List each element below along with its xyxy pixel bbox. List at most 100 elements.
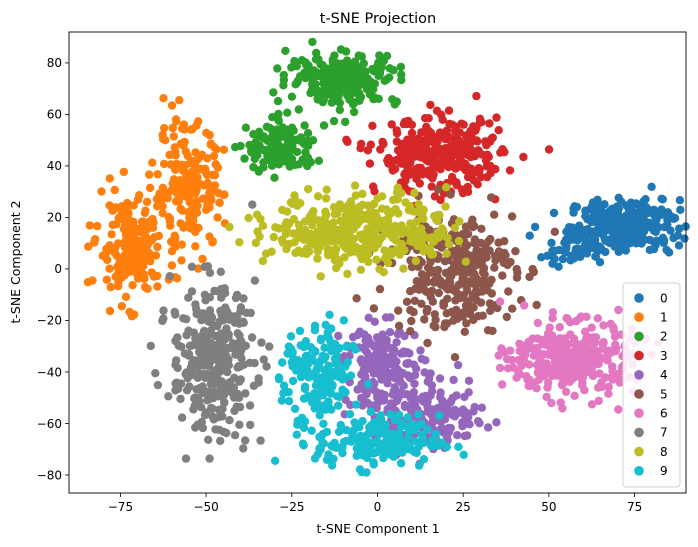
data-point	[355, 92, 364, 101]
data-point	[110, 203, 120, 213]
data-point	[212, 347, 222, 357]
data-point	[368, 121, 377, 130]
data-point	[256, 436, 265, 445]
data-point	[423, 277, 432, 287]
data-point	[200, 373, 210, 382]
data-point	[393, 183, 403, 192]
legend-marker	[634, 370, 644, 380]
data-point	[110, 185, 120, 195]
data-point	[93, 221, 102, 231]
data-point	[477, 118, 486, 127]
data-point	[362, 252, 371, 261]
data-point	[590, 234, 600, 244]
data-point	[298, 439, 308, 448]
data-point	[122, 201, 131, 210]
data-point	[195, 342, 204, 352]
data-point	[194, 153, 204, 163]
data-point	[609, 326, 618, 335]
data-point	[311, 347, 320, 356]
data-point	[581, 327, 590, 336]
data-point	[342, 425, 351, 435]
data-point	[294, 246, 303, 255]
data-point	[215, 198, 224, 207]
data-point	[539, 372, 549, 381]
data-point	[248, 200, 257, 209]
data-point	[652, 215, 661, 225]
data-point	[382, 51, 392, 61]
data-point	[605, 235, 615, 244]
data-point	[176, 204, 185, 213]
data-point	[230, 431, 240, 440]
data-point	[356, 265, 366, 274]
data-point	[286, 154, 295, 163]
data-point	[235, 238, 244, 247]
data-point	[202, 396, 212, 405]
data-point	[543, 251, 552, 260]
data-point	[251, 238, 261, 248]
data-point	[308, 221, 317, 230]
data-point	[198, 194, 208, 203]
data-point	[446, 423, 455, 433]
data-point	[373, 194, 382, 203]
data-point	[290, 191, 299, 200]
data-point	[461, 243, 470, 252]
data-point	[119, 167, 128, 177]
data-point	[569, 367, 578, 376]
data-point	[441, 202, 450, 211]
data-point	[389, 390, 398, 399]
data-point	[504, 287, 513, 296]
data-point	[426, 100, 435, 110]
data-point	[102, 275, 112, 284]
data-point	[532, 300, 541, 310]
data-point	[323, 90, 332, 99]
data-point	[547, 371, 557, 381]
data-point	[190, 166, 199, 175]
data-point	[373, 420, 382, 429]
data-point	[210, 171, 220, 180]
data-point	[390, 430, 400, 439]
data-point	[445, 119, 454, 129]
data-point	[316, 272, 325, 281]
data-point	[341, 117, 350, 127]
data-point	[424, 137, 433, 147]
data-point	[135, 270, 145, 279]
data-point	[449, 177, 459, 186]
data-point	[351, 191, 360, 200]
data-point	[416, 153, 425, 162]
y-axis-label: t-SNE Component 2	[8, 200, 23, 323]
data-point	[435, 411, 444, 420]
data-point	[247, 333, 257, 342]
data-point	[438, 396, 447, 406]
data-point	[589, 242, 598, 251]
data-point	[550, 362, 559, 372]
data-point	[460, 431, 469, 441]
y-axis-ticks: −80 −60 −40 −20 0 20 40 60 80	[37, 56, 69, 482]
data-point	[454, 236, 464, 246]
data-point	[363, 450, 372, 459]
data-point	[547, 398, 556, 408]
data-point	[123, 255, 132, 264]
data-point	[675, 224, 684, 233]
data-point	[310, 404, 319, 413]
data-point	[216, 267, 225, 276]
data-point	[271, 223, 280, 232]
data-point	[121, 237, 130, 246]
data-point	[406, 158, 415, 168]
data-point	[483, 423, 493, 432]
data-point	[220, 289, 230, 298]
data-point	[354, 442, 364, 451]
data-point	[587, 202, 597, 211]
data-point	[179, 176, 188, 185]
data-point	[662, 245, 671, 255]
data-point	[369, 182, 378, 191]
data-point	[394, 306, 403, 315]
data-point	[245, 358, 254, 367]
data-point	[469, 407, 478, 416]
legend-marker	[634, 389, 644, 399]
data-point	[482, 172, 492, 182]
data-point	[405, 202, 415, 211]
data-point	[466, 126, 475, 136]
data-point	[430, 211, 439, 221]
legend-label: 8	[660, 445, 668, 459]
data-point	[270, 173, 279, 182]
